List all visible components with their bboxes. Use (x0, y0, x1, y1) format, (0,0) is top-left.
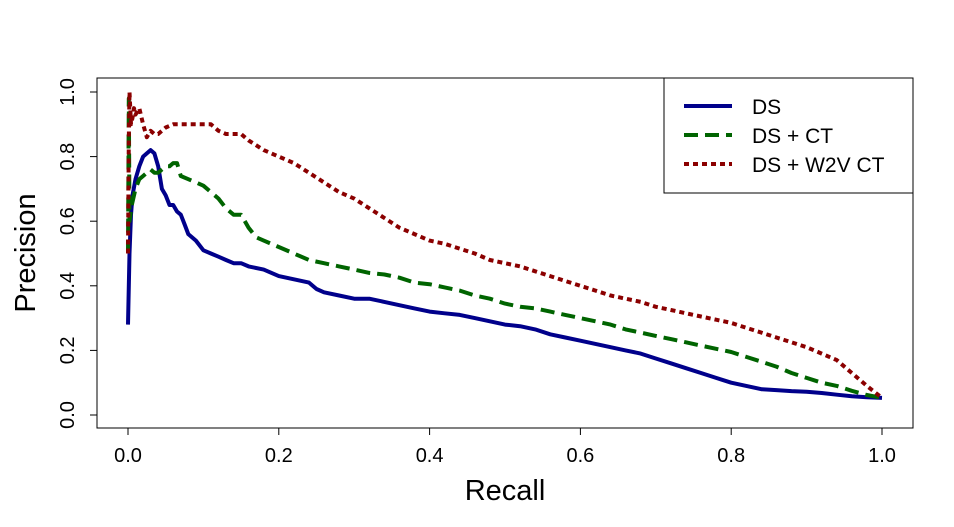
legend: DS DS + CT DS + W2V CT (663, 77, 914, 194)
x-tick-label: 0.8 (717, 445, 745, 467)
x-axis: 0.0 0.2 0.4 0.6 0.8 1.0 (114, 427, 896, 467)
x-tick-label: 0.4 (416, 445, 444, 467)
y-tick-label: 0.6 (57, 207, 79, 235)
y-tick-label: 0.8 (57, 143, 79, 171)
legend-label-2: DS + CT (752, 125, 833, 148)
legend-label-1: DS (752, 96, 781, 119)
series-layer (126, 90, 884, 400)
y-tick-label: 0.0 (57, 401, 79, 429)
x-tick-label: 0.6 (566, 445, 594, 467)
y-tick-label: 0.2 (57, 336, 79, 364)
y-tick-label: 1.0 (57, 78, 79, 106)
x-tick-label: 0.0 (114, 445, 142, 467)
x-tick-label: 1.0 (868, 445, 896, 467)
y-tick-label: 0.4 (57, 272, 79, 300)
series-line-1 (126, 148, 883, 400)
legend-label-3: DS + W2V CT (752, 154, 885, 177)
x-axis-title: Recall (465, 475, 546, 507)
x-tick-label: 0.2 (265, 445, 293, 467)
y-axis: 0.0 0.2 0.4 0.6 0.8 1.0 (57, 78, 98, 429)
series-line-3 (126, 90, 884, 400)
series-line-2 (126, 96, 883, 400)
y-axis-title: Precision (10, 193, 42, 312)
